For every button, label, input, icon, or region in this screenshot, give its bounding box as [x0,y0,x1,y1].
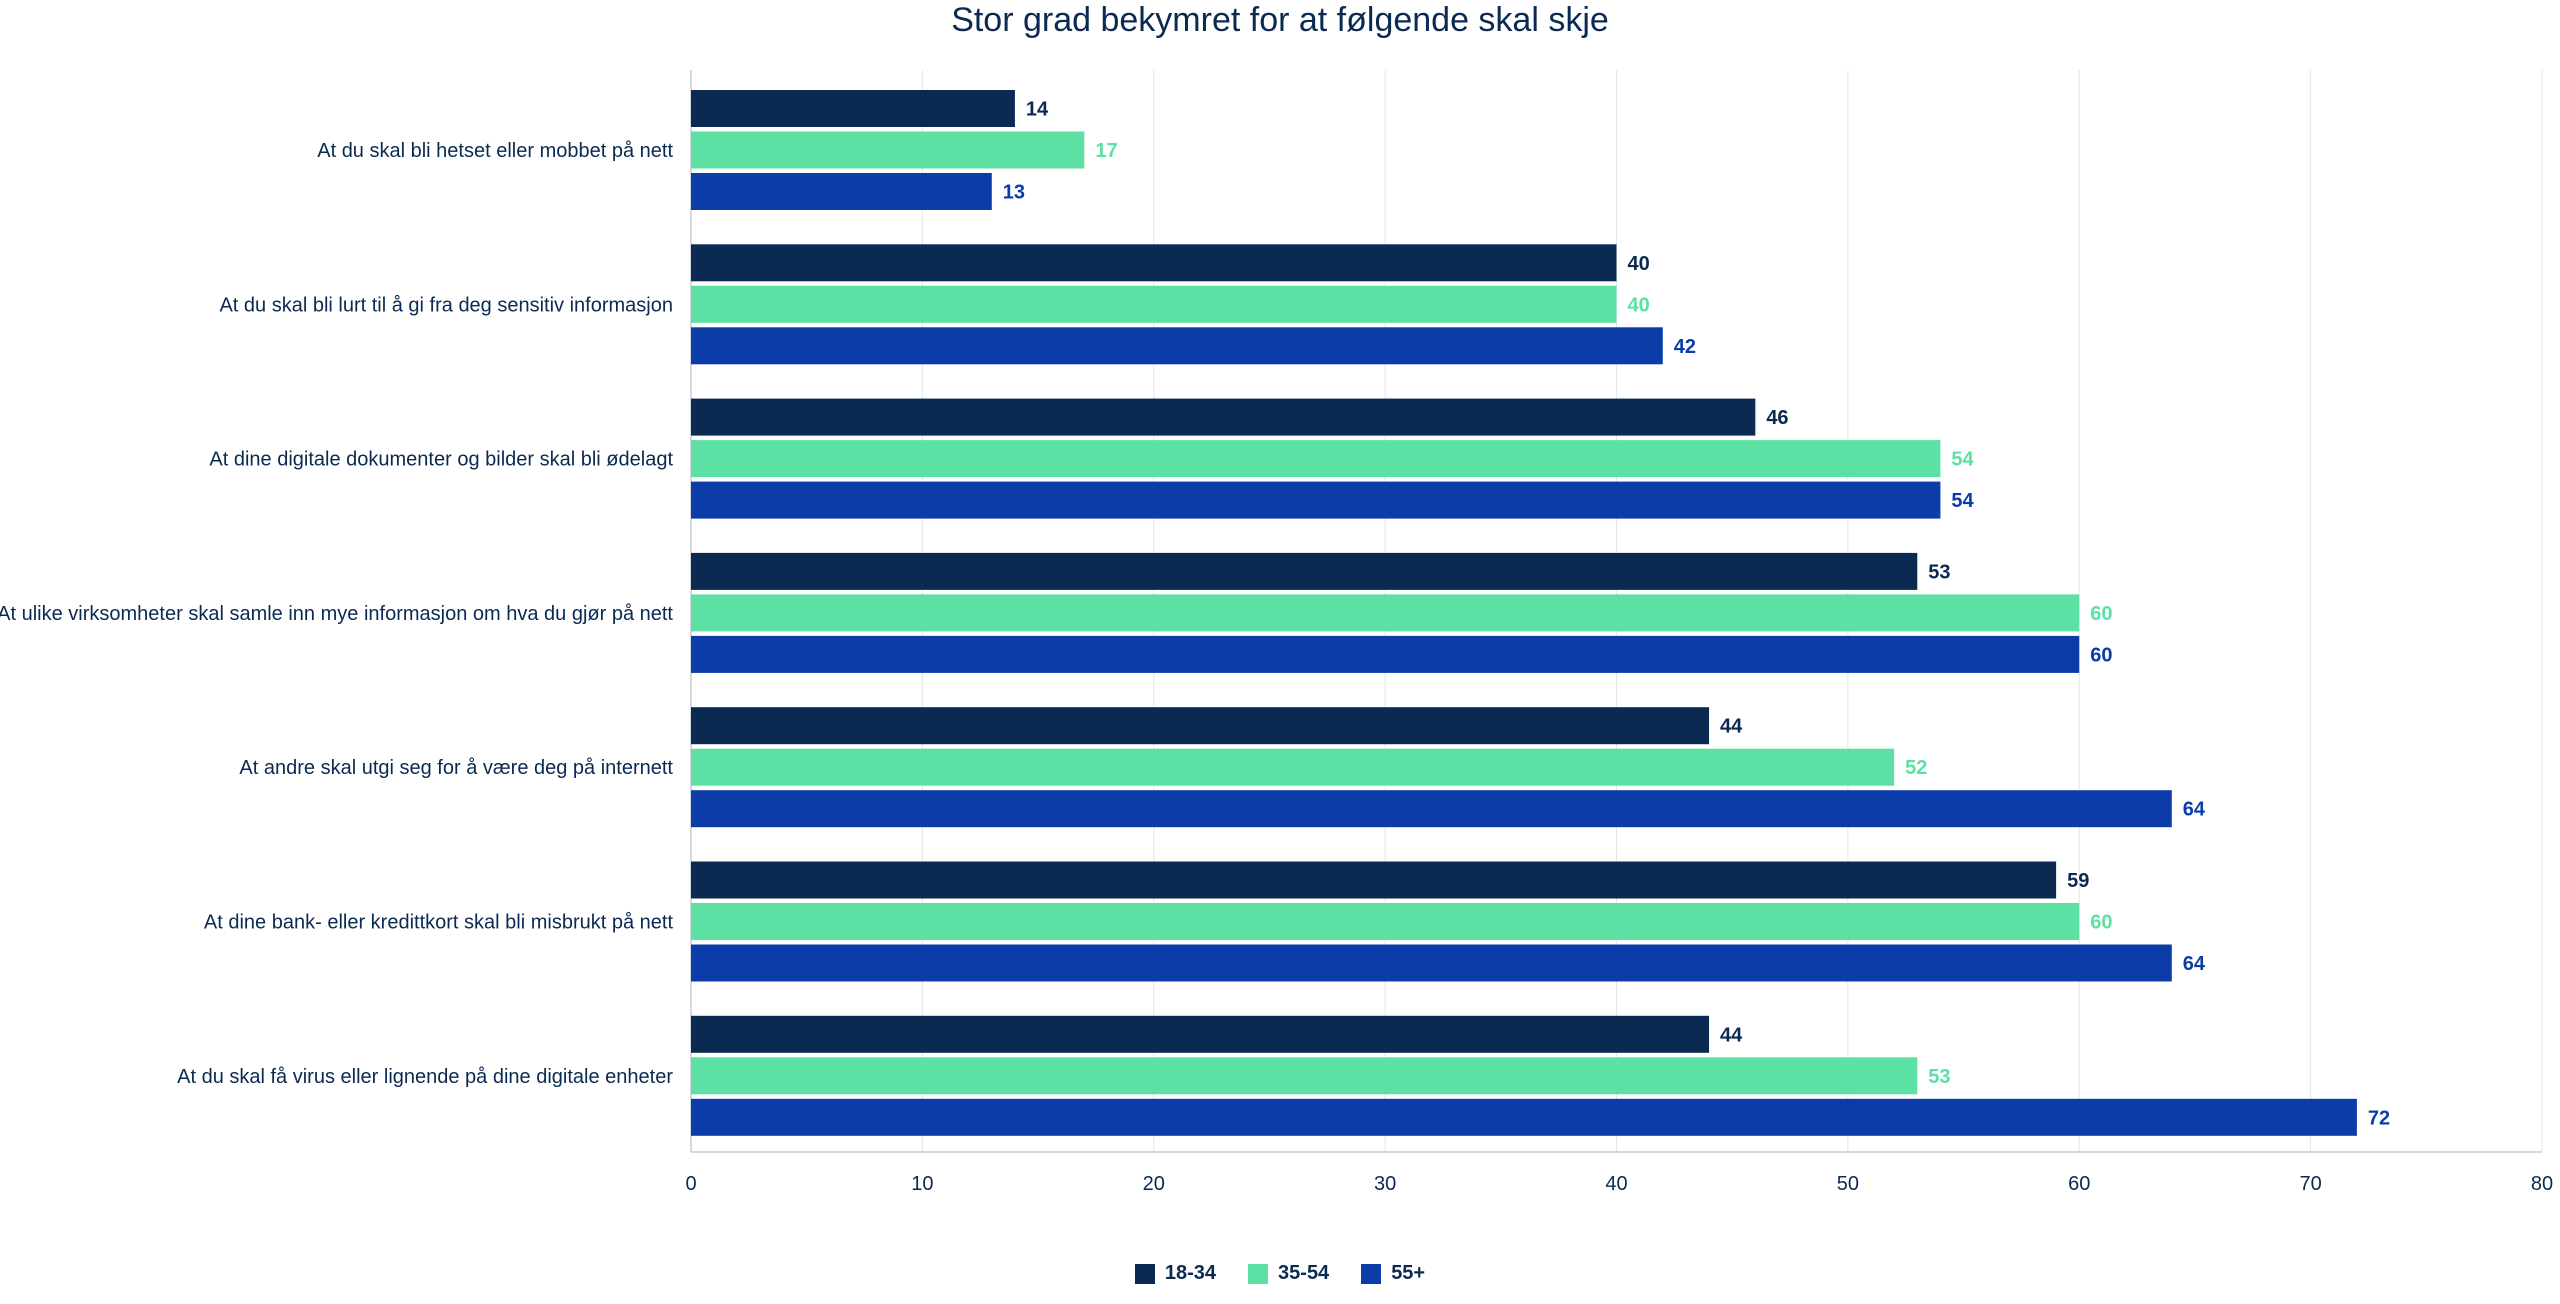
x-tick-label: 0 [685,1173,696,1195]
bar-55-plus [691,327,1663,365]
data-label: 46 [1766,407,1788,429]
bar-18-34 [691,244,1617,282]
bar-35-54 [691,594,2080,632]
bar-55-plus [691,481,1941,519]
bar-55-plus [691,635,2080,673]
data-label: 40 [1628,253,1650,275]
legend-label-55-plus: 55+ [1391,1262,1426,1284]
legend-label-35-54: 35-54 [1278,1262,1330,1284]
legend-swatch-55-plus [1361,1263,1382,1284]
data-label: 53 [1928,561,1950,583]
bar-18-34 [691,398,1756,436]
legend-item-18-34[interactable]: 18-34 [1134,1262,1217,1285]
x-tick-label: 20 [1143,1173,1165,1195]
data-label: 14 [1026,99,1049,121]
bar-55-plus [691,173,992,210]
data-label: 42 [1674,336,1696,358]
x-tick-label: 60 [2068,1173,2090,1195]
data-label: 44 [1720,1024,1743,1046]
data-label: 64 [2183,953,2206,975]
bar-35-54 [691,1057,1918,1095]
bar-55-plus [691,790,2172,828]
data-label: 54 [1951,449,1974,471]
data-label: 60 [2090,603,2112,625]
category-label: At du skal bli hetset eller mobbet på ne… [317,140,673,162]
bar-35-54 [691,131,1085,169]
bar-55-plus [691,1098,2357,1136]
data-label: 44 [1720,716,1743,738]
x-tick-label: 40 [1605,1173,1627,1195]
chart-title: Stor grad bekymret for at følgende skal … [951,1,1609,39]
category-label: At andre skal utgi seg for å være deg på… [239,757,673,779]
bar-18-34 [691,707,1710,745]
category-label: At ulike virksomheter skal samle inn mye… [0,603,673,625]
data-label: 59 [2067,870,2089,892]
legend-label-18-34: 18-34 [1164,1262,1217,1284]
data-label: 52 [1905,757,1927,779]
x-tick-label: 80 [2531,1173,2553,1195]
bar-35-54 [691,440,1941,478]
legend-swatch-35-54 [1248,1263,1269,1284]
data-label: 40 [1628,294,1650,316]
x-tick-label: 50 [1837,1173,1859,1195]
bar-18-34 [691,1015,1710,1053]
bar-35-54 [691,285,1617,323]
bar-35-54 [691,748,1895,786]
legend-swatch-18-34 [1134,1263,1155,1284]
data-label: 72 [2368,1107,2390,1129]
category-label: At dine bank- eller kredittkort skal bli… [204,912,674,934]
bar-35-54 [691,903,2080,940]
bar-18-34 [691,90,1015,127]
data-label: 17 [1095,140,1117,162]
data-label: 54 [1951,490,1974,512]
legend: 18-34 35-54 55+ [0,1262,2560,1285]
x-tick-label: 30 [1374,1173,1396,1195]
data-label: 60 [2090,644,2112,666]
category-label: At du skal bli lurt til å gi fra deg sen… [219,294,673,316]
category-label: At dine digitale dokumenter og bilder sk… [209,449,673,471]
bar-18-34 [691,552,1918,590]
data-label: 53 [1928,1066,1950,1088]
x-tick-label: 70 [2300,1173,2322,1195]
data-label: 60 [2090,912,2112,934]
legend-item-55-plus[interactable]: 55+ [1361,1262,1425,1285]
data-label: 64 [2183,799,2206,821]
legend-item-35-54[interactable]: 35-54 [1248,1262,1329,1285]
bar-55-plus [691,944,2172,982]
bar-18-34 [691,861,2057,899]
x-tick-label: 10 [911,1173,933,1195]
data-label: 13 [1003,182,1025,204]
category-label: At du skal få virus eller lignende på di… [177,1066,673,1088]
